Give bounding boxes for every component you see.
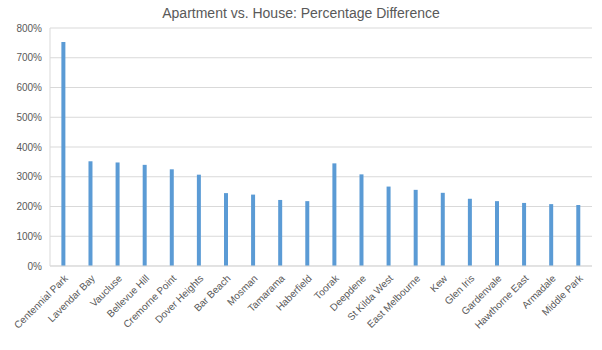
svg-text:Tamarama: Tamarama: [245, 272, 287, 314]
svg-text:100%: 100%: [16, 231, 42, 242]
svg-text:Armadale: Armadale: [519, 272, 558, 311]
svg-text:Bar Beach: Bar Beach: [192, 273, 233, 314]
svg-text:500%: 500%: [16, 112, 42, 123]
svg-text:Deepdene: Deepdene: [327, 272, 369, 314]
svg-text:300%: 300%: [16, 171, 42, 182]
svg-text:Middle Park: Middle Park: [540, 272, 586, 318]
svg-text:400%: 400%: [16, 142, 42, 153]
svg-text:800%: 800%: [16, 23, 42, 34]
svg-text:Cremorne Point: Cremorne Point: [121, 272, 179, 330]
svg-text:600%: 600%: [16, 82, 42, 93]
svg-text:Glen Iris: Glen Iris: [442, 272, 477, 307]
svg-text:East Melbourne: East Melbourne: [365, 272, 423, 330]
svg-text:0%: 0%: [28, 261, 43, 272]
svg-text:700%: 700%: [16, 52, 42, 63]
svg-text:Dover Heights: Dover Heights: [152, 272, 206, 326]
svg-text:Lavendar Bay: Lavendar Bay: [45, 272, 98, 325]
svg-text:Gardenvale: Gardenvale: [459, 272, 504, 317]
svg-text:St Kilda West: St Kilda West: [345, 273, 395, 323]
svg-text:Bellevue Hill: Bellevue Hill: [104, 272, 152, 320]
html-text:Apartment vs. House: Percentag: Apartment vs. House: Percentage Differen…: [162, 5, 440, 21]
svg-text:Kew: Kew: [428, 272, 450, 294]
svg-text:200%: 200%: [16, 201, 42, 212]
svg-text:Centennial Park: Centennial Park: [11, 272, 70, 331]
svg-text:Vaucluse: Vaucluse: [87, 272, 125, 309]
svg-text:Hawthorne East: Hawthorne East: [472, 272, 531, 331]
svg-text:Mosman: Mosman: [224, 272, 260, 308]
svg-text:Haberfield: Haberfield: [274, 273, 314, 313]
svg-text:Toorak: Toorak: [312, 272, 341, 302]
